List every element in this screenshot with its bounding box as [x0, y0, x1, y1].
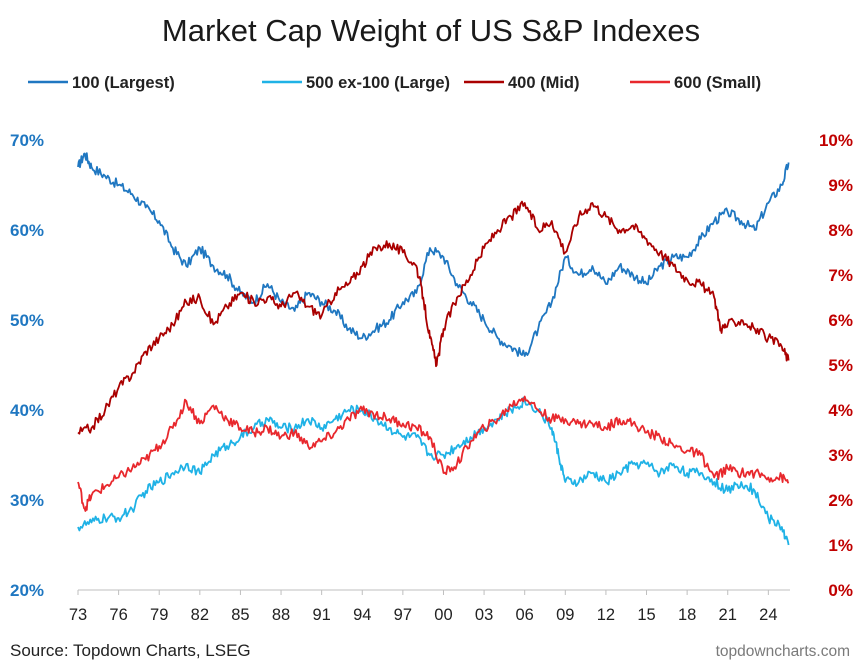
x-tick-label: 21 — [719, 606, 737, 624]
x-tick-label: 85 — [231, 606, 249, 624]
x-tick-label: 82 — [191, 606, 209, 624]
x-tick-label: 03 — [475, 606, 493, 624]
legend-label: 600 (Small) — [674, 74, 761, 92]
y-left-tick-label: 50% — [10, 311, 44, 330]
legend-label: 400 (Mid) — [508, 74, 580, 92]
y-left-tick-label: 30% — [10, 491, 44, 510]
legend-label: 100 (Largest) — [72, 74, 175, 92]
x-tick-label: 00 — [434, 606, 452, 624]
x-tick-label: 73 — [69, 606, 87, 624]
y-right-tick-label: 2% — [828, 491, 853, 510]
watermark: topdowncharts.com — [716, 643, 850, 660]
y-right-tick-label: 3% — [828, 446, 853, 465]
x-tick-label: 24 — [759, 606, 777, 624]
x-tick-label: 06 — [516, 606, 534, 624]
series-line — [77, 395, 790, 512]
y-right-tick-label: 6% — [828, 311, 853, 330]
chart-title: Market Cap Weight of US S&P Indexes — [162, 13, 700, 48]
x-tick-label: 18 — [678, 606, 696, 624]
y-right-tick-label: 8% — [828, 221, 853, 240]
x-axis: 73 76 79 82 85 88 91 94 97 00 03 06 09 12 15 18 21 24 — [69, 590, 778, 624]
series-layer — [77, 152, 790, 546]
y-left-tick-label: 40% — [10, 401, 44, 420]
x-tick-label: 09 — [556, 606, 574, 624]
series-line — [77, 152, 790, 357]
x-tick-label: 79 — [150, 606, 168, 624]
y-right-tick-label: 9% — [828, 176, 853, 195]
source-note: Source: Topdown Charts, LSEG — [10, 641, 251, 660]
legend: 100 (Largest) 500 ex-100 (Large) 400 (Mid)… — [28, 74, 761, 92]
y-left-tick-label: 60% — [10, 221, 44, 240]
y-axis-left: 20% 30% 40% 50% 60% 70% — [10, 131, 44, 600]
y-axis-right: 0% 1% 2% 3% 4% 5% 6% 7% 8% 9% 10% — [819, 131, 853, 600]
y-right-tick-label: 4% — [828, 401, 853, 420]
y-right-tick-label: 7% — [828, 266, 853, 285]
x-tick-label: 91 — [312, 606, 330, 624]
x-tick-label: 97 — [394, 606, 412, 624]
series-line — [77, 200, 790, 435]
y-right-tick-label: 5% — [828, 356, 853, 375]
y-left-tick-label: 70% — [10, 131, 44, 150]
legend-label: 500 ex-100 (Large) — [306, 74, 450, 92]
series-line — [77, 396, 790, 546]
x-tick-label: 88 — [272, 606, 290, 624]
y-right-tick-label: 0% — [828, 581, 853, 600]
y-right-tick-label: 10% — [819, 131, 853, 150]
y-right-tick-label: 1% — [828, 536, 853, 555]
x-tick-label: 94 — [353, 606, 371, 624]
x-tick-label: 76 — [109, 606, 127, 624]
x-tick-label: 12 — [597, 606, 615, 624]
x-tick-label: 15 — [637, 606, 655, 624]
y-left-tick-label: 20% — [10, 581, 44, 600]
